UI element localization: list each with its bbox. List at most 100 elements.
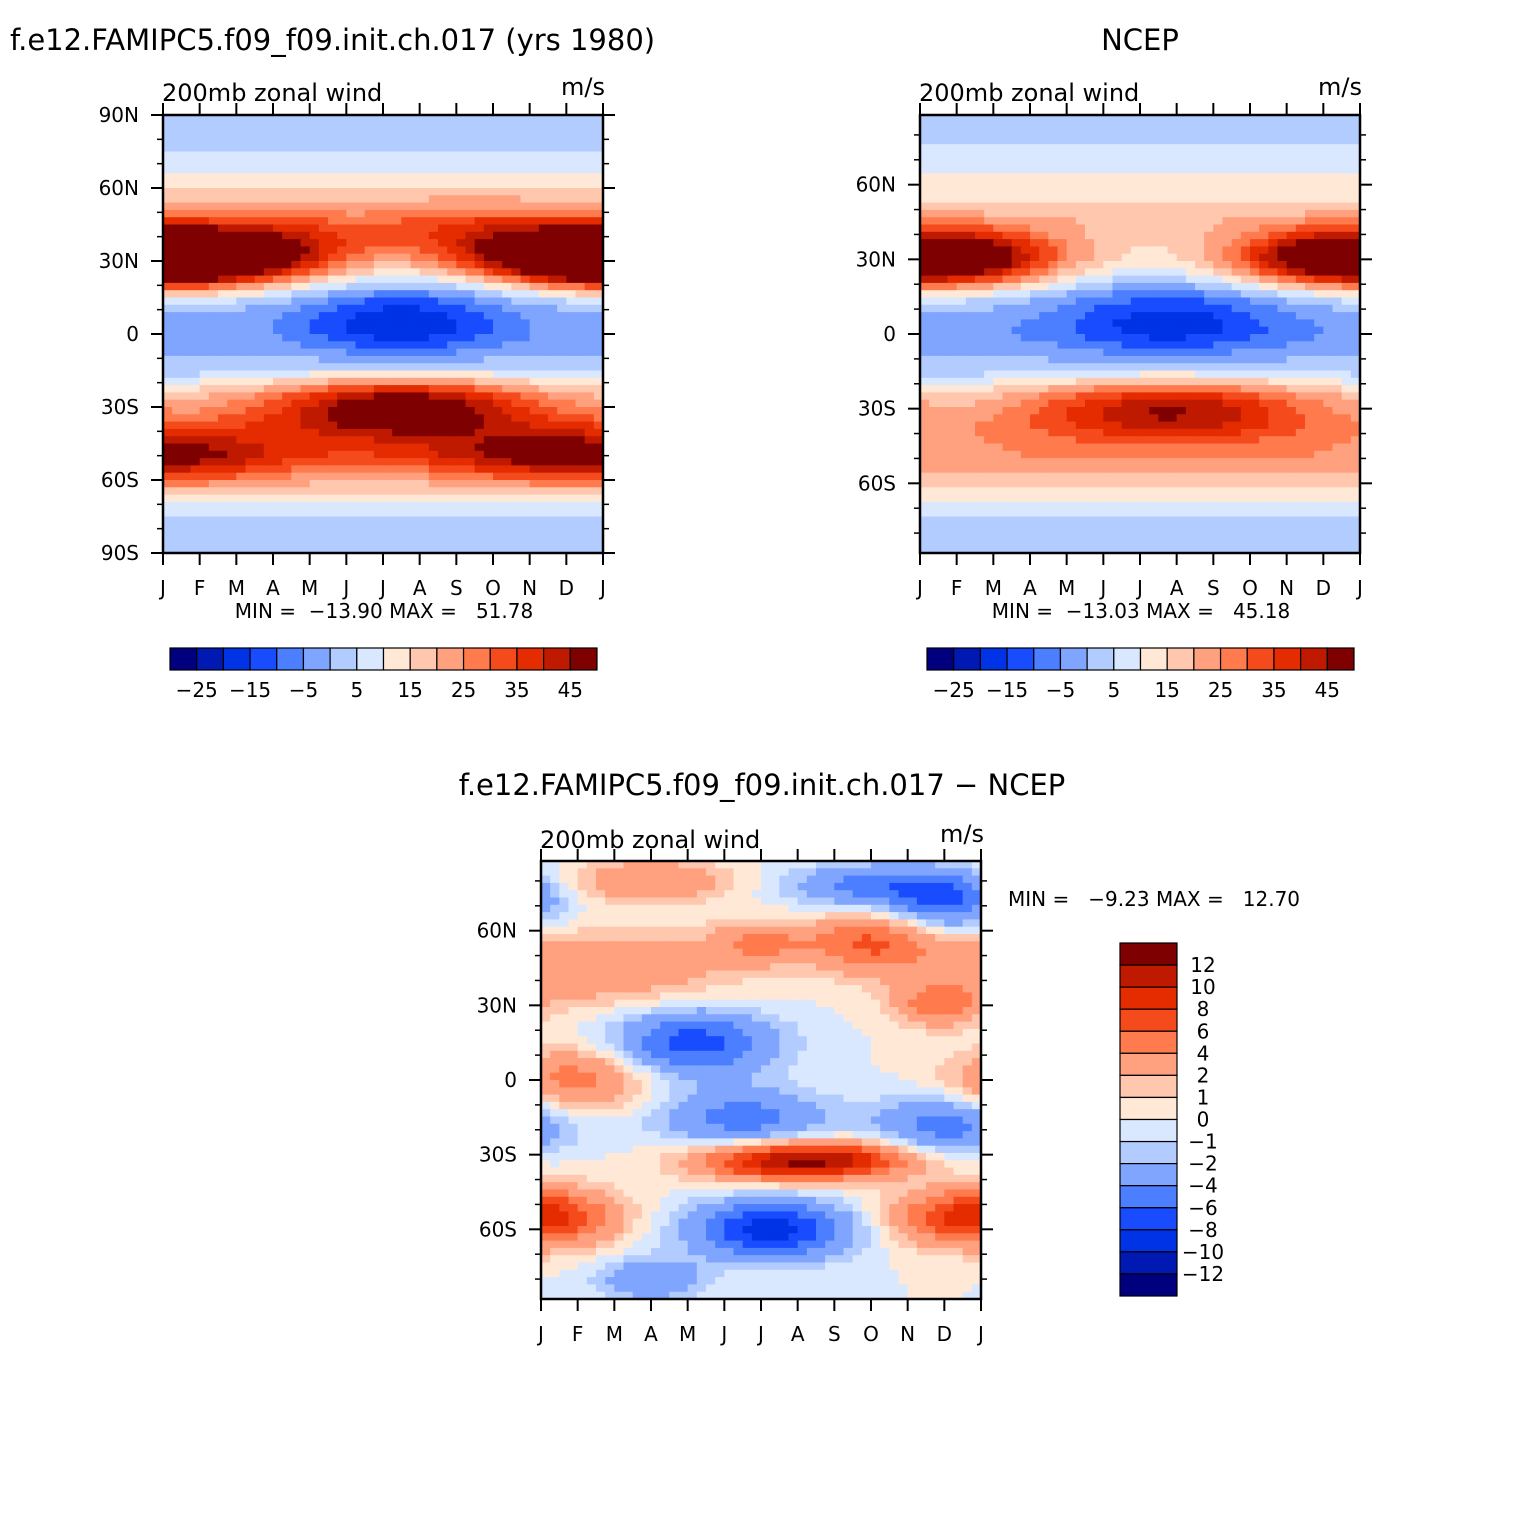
heatmap-cell xyxy=(956,239,967,247)
heatmap-cell xyxy=(291,136,302,145)
heatmap-cell xyxy=(163,275,173,284)
heatmap-cell xyxy=(1213,282,1224,291)
heatmap-cell xyxy=(1075,407,1086,415)
heatmap-cell xyxy=(1176,319,1187,328)
heatmap-cell xyxy=(263,421,274,430)
heatmap-cell xyxy=(401,472,412,481)
heatmap-cell xyxy=(1185,399,1196,408)
heatmap-cell xyxy=(1121,180,1132,189)
heatmap-cell xyxy=(254,326,265,335)
heatmap-cell xyxy=(1286,282,1297,291)
heatmap-cell xyxy=(1213,224,1224,233)
heatmap-cell xyxy=(1268,282,1279,291)
heatmap-cell xyxy=(227,151,237,160)
heatmap-cell xyxy=(438,399,448,408)
heatmap-cell xyxy=(1066,129,1077,138)
heatmap-cell xyxy=(447,516,457,525)
heatmap-cell xyxy=(245,275,256,284)
heatmap-cell xyxy=(236,224,247,233)
heatmap-cell xyxy=(373,282,384,291)
heatmap-cell xyxy=(474,246,485,255)
heatmap-cell xyxy=(1158,158,1169,167)
heatmap-cell xyxy=(291,173,302,182)
heatmap-cell xyxy=(401,370,412,379)
heatmap-cell xyxy=(236,494,247,503)
x-tick-label: O xyxy=(485,576,501,600)
heatmap-cell xyxy=(483,385,494,393)
heatmap-cell xyxy=(337,450,347,459)
heatmap-cell xyxy=(1030,414,1040,423)
heatmap-cell xyxy=(584,363,595,372)
heatmap-cell xyxy=(1057,341,1068,350)
heatmap-cell xyxy=(190,407,201,415)
heatmap-cell xyxy=(318,188,329,196)
heatmap-cell xyxy=(218,355,228,364)
heatmap-cell xyxy=(520,465,531,474)
heatmap-cell xyxy=(1130,246,1141,255)
heatmap-cell xyxy=(273,129,283,138)
heatmap-cell xyxy=(593,501,604,510)
heatmap-cell xyxy=(1149,173,1159,182)
heatmap-cell xyxy=(1158,399,1169,408)
x-tick-label: A xyxy=(266,576,280,600)
heatmap-cell xyxy=(199,151,210,160)
heatmap-cell xyxy=(1268,166,1279,174)
heatmap-cell xyxy=(447,538,457,547)
heatmap-cell xyxy=(355,531,366,539)
heatmap-cell xyxy=(1020,312,1031,320)
heatmap-cell xyxy=(1057,158,1068,167)
heatmap-cell xyxy=(447,282,457,291)
heatmap-cell xyxy=(1149,363,1159,372)
heatmap-cell xyxy=(438,472,448,481)
heatmap-cell xyxy=(575,545,586,554)
heatmap-cell xyxy=(1332,246,1343,255)
heatmap-cell xyxy=(227,363,237,372)
heatmap-cell xyxy=(392,151,402,160)
heatmap-cell xyxy=(410,472,421,481)
heatmap-cell xyxy=(975,355,985,364)
heatmap-cell xyxy=(483,180,494,189)
heatmap-cell xyxy=(493,465,503,474)
heatmap-cell xyxy=(1048,246,1059,255)
x-tick-label: M xyxy=(301,576,318,600)
heatmap-cell xyxy=(282,224,292,233)
heatmap-cell xyxy=(557,253,567,262)
heatmap-cell xyxy=(1066,282,1077,291)
heatmap-cell xyxy=(328,385,338,393)
heatmap-cell xyxy=(1066,166,1077,174)
heatmap-cell xyxy=(538,348,549,357)
heatmap-cell xyxy=(346,538,357,547)
heatmap-cell xyxy=(548,487,558,496)
heatmap-cell xyxy=(1048,312,1059,320)
heatmap-cell xyxy=(993,188,1004,196)
heatmap-cell xyxy=(428,421,439,430)
heatmap-cell xyxy=(1213,115,1224,123)
heatmap-cell xyxy=(401,209,412,218)
heatmap-cell xyxy=(1103,151,1114,160)
heatmap-cell xyxy=(1341,275,1352,284)
heatmap-cell xyxy=(557,129,567,138)
heatmap-cell xyxy=(1011,370,1022,379)
heatmap-cell xyxy=(392,158,402,167)
heatmap-cell xyxy=(337,136,347,145)
heatmap-cell xyxy=(1002,385,1013,393)
heatmap-cell xyxy=(273,173,283,182)
heatmap-cell xyxy=(1314,129,1324,138)
heatmap-cell xyxy=(920,231,930,240)
heatmap-cell xyxy=(291,180,302,189)
heatmap-cell xyxy=(920,129,930,138)
heatmap-cell xyxy=(1130,399,1141,408)
heatmap-cell xyxy=(1066,348,1077,357)
heatmap-cell xyxy=(1277,188,1288,196)
heatmap-cell xyxy=(172,246,182,255)
heatmap-cell xyxy=(529,501,540,510)
heatmap-cell xyxy=(1295,407,1306,415)
heatmap-cell xyxy=(263,545,274,554)
heatmap-cell xyxy=(1002,304,1013,313)
heatmap-cell xyxy=(520,297,531,306)
heatmap-cell xyxy=(364,231,375,240)
heatmap-cell xyxy=(373,348,384,357)
heatmap-cell xyxy=(1286,312,1297,320)
heatmap-cell xyxy=(929,253,939,262)
heatmap-cell xyxy=(947,282,958,291)
